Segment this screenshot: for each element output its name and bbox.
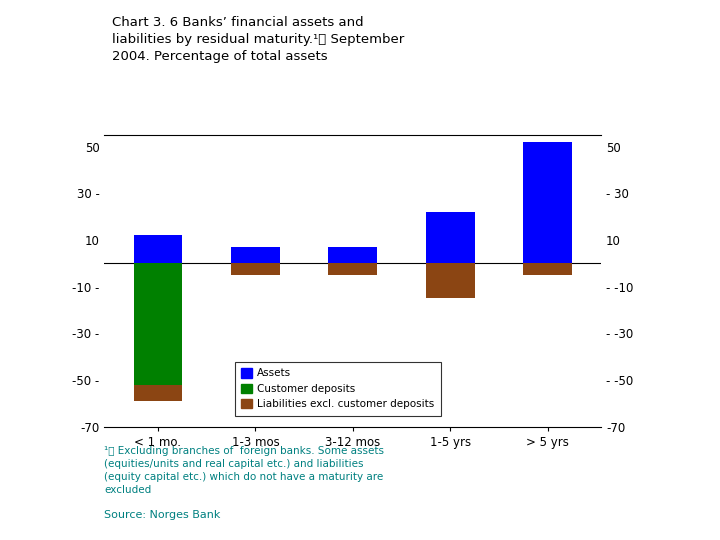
Bar: [231, 264, 280, 275]
Bar: [328, 247, 377, 264]
Bar: [523, 142, 572, 264]
Text: Chart 3. 6 Banks’ financial assets and
liabilities by residual maturity.¹⧞ Septe: Chart 3. 6 Banks’ financial assets and l…: [112, 16, 404, 63]
Bar: [134, 264, 182, 384]
Bar: [426, 212, 474, 264]
Bar: [426, 264, 474, 298]
Bar: [231, 247, 280, 264]
Bar: [134, 235, 182, 264]
Text: ¹⧞ Excluding branches of  foreign banks. Some assets
(equities/units and real ca: ¹⧞ Excluding branches of foreign banks. …: [104, 446, 384, 495]
Bar: [523, 264, 572, 275]
Bar: [134, 384, 182, 401]
Legend: Assets, Customer deposits, Liabilities excl. customer deposits: Assets, Customer deposits, Liabilities e…: [235, 362, 441, 416]
Bar: [328, 264, 377, 275]
Text: Source: Norges Bank: Source: Norges Bank: [104, 510, 221, 521]
